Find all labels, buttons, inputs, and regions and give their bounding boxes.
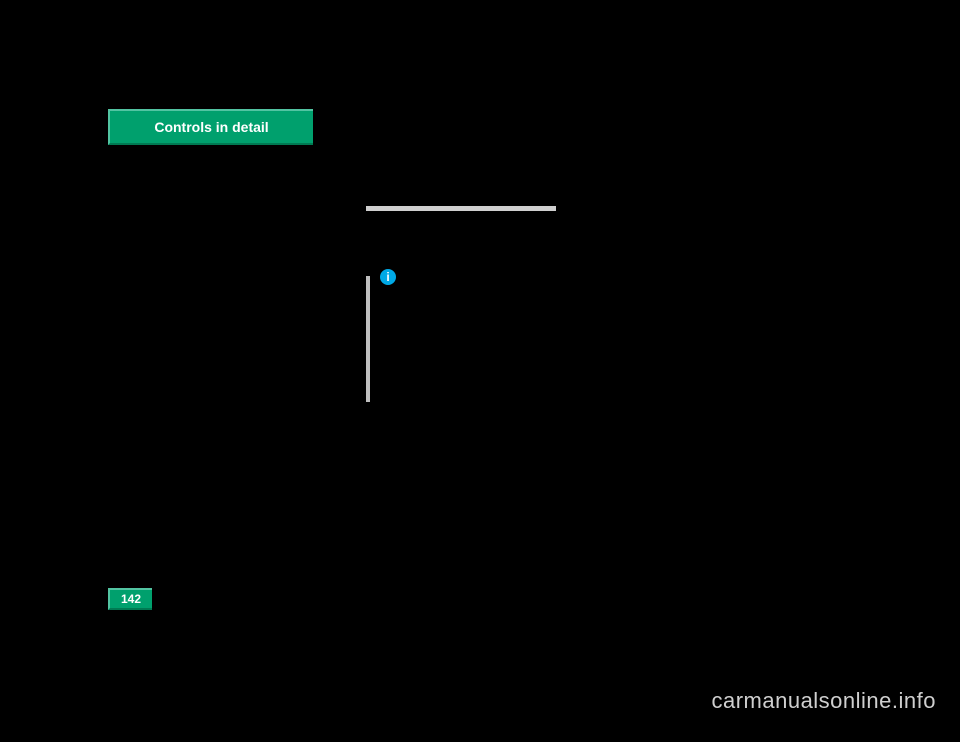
note-content: i	[380, 268, 561, 286]
page-number: 142	[121, 592, 141, 606]
note-box: i	[366, 268, 561, 286]
note-bar	[366, 276, 370, 402]
section-tab: Controls in detail	[108, 109, 313, 145]
watermark: carmanualsonline.info	[711, 688, 936, 714]
section-tab-label: Controls in detail	[154, 119, 268, 135]
page-number-badge: 142	[108, 588, 152, 610]
divider	[366, 206, 556, 211]
page: Controls in detail i 142 carmanualsonlin…	[0, 0, 960, 742]
info-icon: i	[380, 269, 396, 285]
